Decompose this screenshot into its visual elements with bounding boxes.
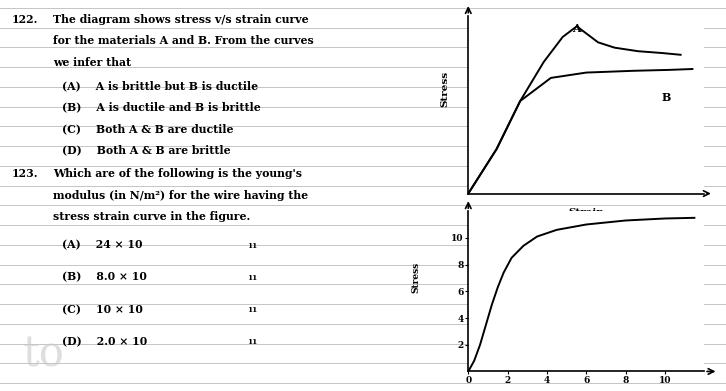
Text: A: A: [572, 23, 581, 34]
Text: we infer that: we infer that: [53, 57, 131, 68]
Text: stress strain curve in the figure.: stress strain curve in the figure.: [53, 211, 250, 222]
Text: (A)    24 × 10: (A) 24 × 10: [62, 240, 143, 251]
Text: Stress: Stress: [440, 70, 449, 107]
Text: 123.: 123.: [12, 168, 38, 179]
Text: Which are of the following is the young's: Which are of the following is the young'…: [53, 168, 302, 179]
Text: (A)    A is brittle but B is ductile: (A) A is brittle but B is ductile: [62, 80, 258, 91]
Text: 11: 11: [247, 306, 257, 314]
Text: (D)    2.0 × 10: (D) 2.0 × 10: [62, 336, 147, 347]
Text: The diagram shows stress v/s strain curve: The diagram shows stress v/s strain curv…: [53, 14, 309, 25]
Text: (C)    10 × 10: (C) 10 × 10: [62, 304, 143, 315]
Text: modulus (in N/m²) for the wire having the: modulus (in N/m²) for the wire having th…: [53, 190, 308, 201]
Text: 11: 11: [247, 274, 257, 282]
Text: 122.: 122.: [12, 14, 38, 25]
Text: to: to: [23, 334, 65, 375]
Text: Stress: Stress: [412, 262, 421, 293]
Text: (C)    Both A & B are ductile: (C) Both A & B are ductile: [62, 123, 234, 134]
Text: Strain: Strain: [568, 208, 604, 217]
Text: 11: 11: [247, 338, 257, 346]
Text: (B)    A is ductile and B is brittle: (B) A is ductile and B is brittle: [62, 102, 261, 113]
Text: (B)    8.0 × 10: (B) 8.0 × 10: [62, 272, 147, 283]
Text: 11: 11: [247, 242, 257, 249]
Text: B: B: [662, 92, 671, 103]
Text: (D)    Both A & B are brittle: (D) Both A & B are brittle: [62, 145, 231, 156]
Text: for the materials A and B. From the curves: for the materials A and B. From the curv…: [53, 35, 314, 46]
